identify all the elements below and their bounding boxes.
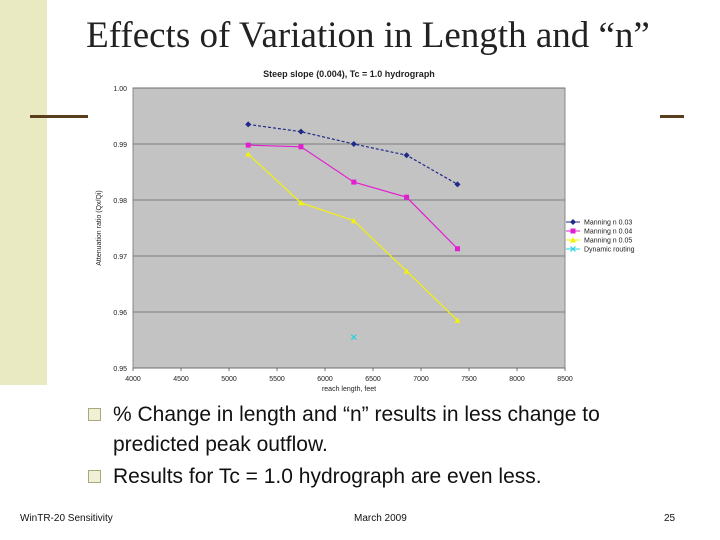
footer-left: WinTR-20 Sensitivity	[20, 513, 113, 524]
x-tick-label: 4000	[125, 376, 141, 383]
data-point	[298, 144, 304, 150]
x-tick-label: 5000	[221, 376, 237, 383]
bullet-text: Results for Tc = 1.0 hydrograph are even…	[113, 465, 542, 488]
data-point	[454, 181, 461, 188]
data-point	[403, 268, 410, 274]
y-tick-label: 0.96	[113, 310, 127, 317]
y-tick-label: 0.99	[113, 142, 127, 149]
data-point	[454, 246, 460, 252]
data-point	[245, 151, 252, 157]
y-tick-label: 0.95	[113, 366, 127, 373]
data-point	[454, 317, 461, 323]
y-axis-label: Attenuation ratio (Qx/Qi)	[96, 190, 103, 265]
data-point	[570, 228, 576, 234]
legend-label: Manning n 0.04	[584, 229, 632, 236]
x-tick-label: 4500	[173, 376, 189, 383]
data-point	[570, 219, 576, 225]
y-tick-label: 0.97	[113, 254, 127, 261]
bullet-square-icon	[88, 408, 101, 421]
bullet-item: Results for Tc = 1.0 hydrograph are even…	[88, 462, 688, 492]
data-point	[298, 199, 304, 206]
decorative-rule-right	[660, 115, 684, 118]
x-tick-label: 6000	[317, 376, 333, 383]
decorative-side-band-lower	[0, 385, 47, 505]
x-tick-label: 5500	[269, 376, 285, 383]
plot-area	[132, 87, 566, 369]
data-point	[351, 179, 357, 185]
decorative-side-band	[0, 0, 47, 385]
footer-page-number: 25	[664, 513, 676, 524]
footer-date: March 2009	[354, 513, 407, 524]
data-point	[350, 334, 357, 341]
slide-title: Effects of Variation in Length and “n”	[86, 15, 650, 56]
x-axis-label: reach length, feet	[322, 386, 376, 393]
legend-label: Dynamic routing	[584, 247, 635, 254]
x-tick-label: 8000	[509, 376, 525, 383]
attenuation-chart: Steep slope (0.004), Tc = 1.0 hydrograph…	[88, 64, 660, 398]
y-tick-label: 0.98	[113, 198, 127, 205]
bullet-list: % Change in length and “n” results in le…	[88, 400, 688, 494]
bullet-square-icon	[88, 470, 101, 483]
decorative-rule-left	[30, 115, 88, 118]
data-point	[570, 237, 576, 243]
data-point	[245, 142, 251, 148]
x-tick-label: 7000	[413, 376, 429, 383]
data-point	[404, 194, 410, 200]
legend-label: Manning n 0.03	[584, 220, 632, 227]
data-point	[350, 141, 357, 147]
chart-title: Steep slope (0.004), Tc = 1.0 hydrograph	[263, 69, 435, 79]
chart-container: Steep slope (0.004), Tc = 1.0 hydrograph…	[88, 64, 660, 398]
data-point	[570, 246, 576, 252]
bullet-item: % Change in length and “n” results in le…	[88, 400, 688, 460]
x-tick-label: 6500	[365, 376, 381, 383]
data-point	[350, 217, 357, 224]
legend-label: Manning n 0.05	[584, 238, 632, 245]
y-tick-label: 1.00	[113, 86, 127, 93]
data-point	[298, 128, 304, 135]
data-point	[245, 121, 252, 128]
data-point	[403, 152, 410, 159]
bullet-text: % Change in length and “n” results in le…	[113, 403, 600, 456]
x-tick-label: 7500	[461, 376, 477, 383]
x-tick-label: 8500	[557, 376, 573, 383]
